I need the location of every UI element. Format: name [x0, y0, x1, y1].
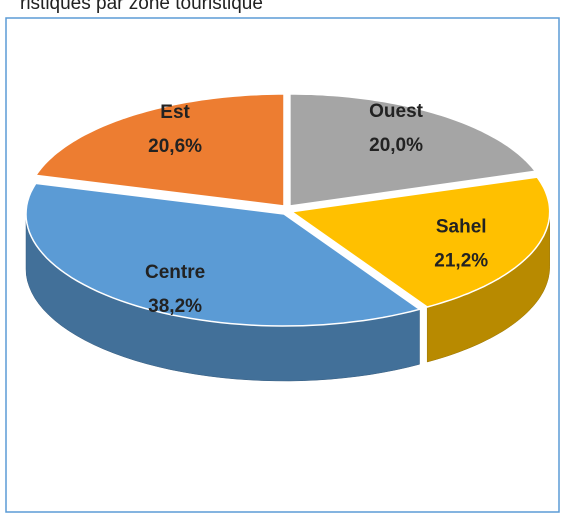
- slice-name: Est: [160, 102, 190, 123]
- slice-name: Ouest: [369, 101, 424, 122]
- slice-value: 21,2%: [434, 251, 488, 272]
- slice-value: 20,6%: [148, 136, 202, 157]
- pie-slice: [25, 182, 422, 327]
- slice-value: 38,2%: [148, 296, 202, 317]
- pie-slice: [289, 93, 537, 207]
- slice-name: Sahel: [436, 217, 487, 238]
- pie-slice: [34, 93, 285, 207]
- chart-title: ristiques par zone touristique: [20, 0, 263, 14]
- slice-value: 20,0%: [369, 135, 423, 156]
- pie-slice: [289, 176, 551, 308]
- slice-name: Centre: [145, 262, 205, 283]
